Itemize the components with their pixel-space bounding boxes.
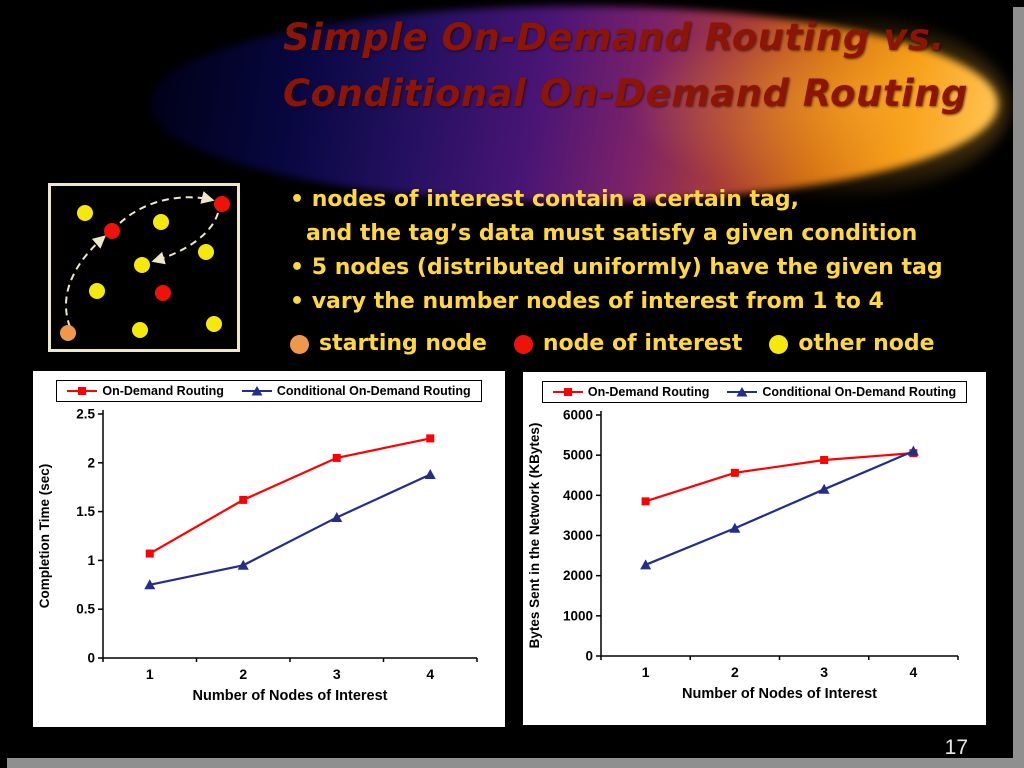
svg-text:0.5: 0.5 — [76, 602, 95, 617]
legend-label: On-Demand Routing — [102, 384, 224, 398]
svg-text:2: 2 — [731, 664, 739, 680]
svg-text:4: 4 — [909, 664, 917, 680]
node-topology-diagram — [48, 183, 240, 352]
interest-node-label: node of interest — [542, 331, 743, 356]
bullet-line: and the tag’s data must satisfy a given … — [306, 221, 918, 246]
legend-marker-triangle — [241, 386, 272, 396]
legend-marker-square — [552, 388, 583, 396]
chart-plot: 0 0.5 1 1.5 2 2.5 1 2 3 4 Number of Nodes of Inter… — [37, 407, 478, 704]
interest-node — [155, 285, 171, 301]
svg-text:3: 3 — [333, 666, 341, 682]
svg-text:1: 1 — [642, 664, 650, 680]
node-type-legend: starting node node of interest other nod… — [290, 329, 1012, 359]
legend-item: On-Demand Routing — [552, 385, 710, 399]
other-node — [77, 205, 93, 221]
chart-legend: On-Demand Routing Conditional On-Demand R… — [56, 380, 482, 402]
legend-label: Conditional On-Demand Routing — [762, 385, 957, 399]
svg-text:0: 0 — [585, 649, 593, 664]
legend-label: Conditional On-Demand Routing — [276, 384, 471, 398]
route-arrow — [65, 235, 106, 328]
svg-text:1000: 1000 — [563, 608, 593, 623]
svg-text:Number of Nodes of Interest: Number of Nodes of Interest — [682, 686, 877, 702]
bullet-list: • nodes of interest contain a certain ta… — [290, 183, 1012, 359]
svg-text:6000: 6000 — [563, 408, 593, 423]
other-node — [132, 322, 148, 338]
bullet-line: • 5 nodes (distributed uniformly) have t… — [290, 255, 943, 280]
window-edge-right — [1013, 7, 1024, 768]
chart-plot: 0 1000 2000 3000 4000 5000 6000 1 2 3 4 Number of N… — [527, 408, 959, 702]
svg-text:0: 0 — [87, 651, 95, 666]
svg-text:1.5: 1.5 — [76, 504, 95, 519]
svg-text:1: 1 — [146, 666, 154, 682]
svg-text:3000: 3000 — [563, 528, 593, 543]
starting-node-label: starting node — [319, 331, 487, 356]
svg-text:2: 2 — [87, 455, 95, 470]
svg-text:2.5: 2.5 — [76, 407, 95, 422]
legend-item: On-Demand Routing — [67, 384, 224, 398]
svg-text:Completion Time (sec): Completion Time (sec) — [37, 464, 52, 609]
bytes-sent-chart: On-Demand Routing Conditional On-Demand R… — [523, 372, 986, 725]
bullet-line: • nodes of interest contain a certain ta… — [290, 187, 799, 212]
other-node-label: other node — [798, 331, 935, 356]
legend-item: Conditional On-Demand Routing — [727, 385, 956, 399]
other-node — [206, 316, 222, 332]
route-arrow — [151, 212, 219, 265]
other-node — [198, 244, 214, 260]
page-number: 17 — [944, 736, 968, 759]
legend-marker-triangle — [727, 387, 758, 397]
window-edge-bottom — [7, 758, 1024, 768]
other-node — [134, 257, 150, 273]
other-node-dot — [769, 334, 789, 354]
starting-node-dot — [290, 334, 309, 354]
legend-marker-square — [67, 387, 98, 395]
title-line-2: Conditional On-Demand Routing — [283, 72, 969, 115]
svg-text:Number of Nodes of Interest: Number of Nodes of Interest — [193, 688, 388, 704]
svg-text:Bytes Sent in the Network (KBy: Bytes Sent in the Network (KBytes) — [527, 423, 542, 649]
bullet-line: • vary the number nodes of interest from… — [290, 289, 884, 314]
completion-time-chart: On-Demand Routing Conditional On-Demand R… — [33, 371, 505, 727]
svg-text:4: 4 — [426, 666, 434, 682]
svg-text:1: 1 — [87, 553, 95, 568]
page-title: Simple On-Demand Routing vs. Conditional… — [283, 10, 968, 122]
interest-node — [214, 196, 230, 212]
other-node — [89, 283, 105, 299]
legend-label: On-Demand Routing — [587, 385, 710, 399]
interest-node — [104, 223, 120, 239]
svg-text:2000: 2000 — [563, 568, 593, 583]
svg-text:4000: 4000 — [563, 488, 593, 503]
svg-text:3: 3 — [820, 664, 828, 680]
legend-item: Conditional On-Demand Routing — [241, 384, 471, 398]
other-node — [153, 214, 169, 230]
title-swoosh-glow — [630, 12, 1010, 200]
svg-text:2: 2 — [239, 666, 247, 682]
starting-node — [60, 325, 76, 341]
svg-text:5000: 5000 — [563, 448, 593, 463]
title-line-1: Simple On-Demand Routing vs. — [283, 16, 945, 59]
interest-node-dot — [513, 334, 533, 354]
route-arrow — [119, 191, 215, 224]
chart-legend: On-Demand Routing Conditional On-Demand R… — [541, 381, 968, 403]
